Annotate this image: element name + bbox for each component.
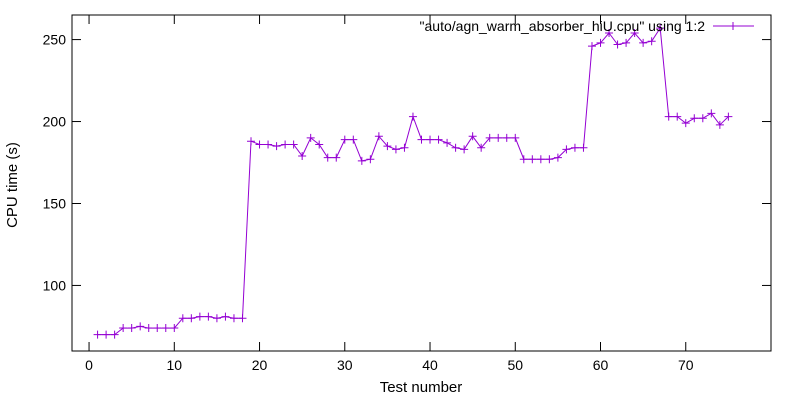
plot-border	[71, 14, 772, 352]
data-point	[221, 312, 230, 321]
data-point	[536, 155, 545, 164]
x-tick-label: 0	[85, 357, 93, 373]
data-point	[366, 155, 375, 164]
plot-frame	[71, 14, 772, 352]
data-point	[357, 156, 366, 165]
data-point	[519, 155, 528, 164]
data-point	[630, 29, 639, 38]
data-point	[639, 38, 648, 47]
x-axis-ticks: 0 10 20 30 40 50 60 70	[85, 15, 694, 373]
data-point	[374, 132, 383, 141]
x-tick-label: 60	[593, 357, 609, 373]
data-point	[170, 324, 179, 333]
data-point	[681, 119, 690, 128]
data-point	[443, 138, 452, 147]
data-point	[562, 145, 571, 154]
y-tick-label: 250	[43, 32, 67, 48]
data-point	[153, 324, 162, 333]
data-point	[587, 42, 596, 51]
data-point	[724, 112, 733, 121]
data-point	[408, 112, 417, 121]
data-point	[391, 145, 400, 154]
data-point	[281, 140, 290, 149]
data-point	[400, 143, 409, 152]
data-point	[656, 24, 665, 33]
y-tick-label: 150	[43, 195, 67, 211]
x-tick-label: 40	[422, 357, 438, 373]
data-point	[178, 314, 187, 323]
x-tick-label: 30	[337, 357, 353, 373]
data-point	[212, 314, 221, 323]
data-point	[707, 109, 716, 118]
data-point	[238, 314, 247, 323]
data-point	[161, 324, 170, 333]
data-point	[323, 153, 332, 162]
data-point	[579, 143, 588, 152]
data-point	[264, 140, 273, 149]
data-point	[622, 38, 631, 47]
data-point	[451, 143, 460, 152]
x-tick-label: 50	[507, 357, 523, 373]
data-point	[698, 114, 707, 123]
x-axis-label: Test number	[380, 379, 463, 396]
data-point	[426, 135, 435, 144]
data-point	[528, 155, 537, 164]
data-point	[144, 324, 153, 333]
y-tick-label: 200	[43, 114, 67, 130]
legend-point-marker	[729, 22, 737, 30]
data-point	[494, 133, 503, 142]
y-axis-label: CPU time (s)	[4, 142, 21, 228]
data-point	[570, 143, 579, 152]
x-tick-label: 70	[678, 357, 694, 373]
data-point	[553, 153, 562, 162]
data-point	[664, 112, 673, 121]
data-point	[477, 143, 486, 152]
data-point	[298, 151, 307, 160]
y-axis-ticks: 100 150 200 250	[43, 32, 771, 293]
legend-entry-label: "auto/agn_warm_absorber_hiU.cpu" using 1…	[420, 18, 706, 34]
data-point	[434, 135, 443, 144]
data-point	[93, 330, 102, 339]
data-point	[690, 114, 699, 123]
data-point	[417, 135, 426, 144]
data-point	[596, 38, 605, 47]
x-tick-label: 10	[167, 357, 183, 373]
series-layer	[93, 24, 733, 339]
data-point	[460, 145, 469, 154]
data-point	[229, 314, 238, 323]
data-point	[502, 133, 511, 142]
y-tick-label: 100	[43, 277, 67, 293]
data-point	[315, 140, 324, 149]
data-point	[349, 135, 358, 144]
data-point	[647, 37, 656, 46]
data-point	[383, 142, 392, 151]
data-point	[613, 40, 622, 49]
data-point	[289, 140, 298, 149]
series-line	[97, 26, 729, 336]
x-tick-label: 20	[252, 357, 268, 373]
data-point	[110, 330, 119, 339]
legend: "auto/agn_warm_absorber_hiU.cpu" using 1…	[420, 18, 754, 34]
data-point	[187, 314, 196, 323]
data-point	[485, 133, 494, 142]
data-point	[127, 324, 136, 333]
data-point	[119, 324, 128, 333]
data-point	[605, 29, 614, 38]
data-point	[332, 153, 341, 162]
data-point	[195, 312, 204, 321]
data-point	[136, 322, 145, 331]
data-point	[511, 133, 520, 142]
data-point	[204, 312, 213, 321]
data-point	[306, 133, 315, 142]
data-point	[102, 330, 111, 339]
data-point	[715, 120, 724, 129]
data-point	[545, 155, 554, 164]
data-point	[255, 140, 264, 149]
data-point	[247, 137, 256, 146]
data-point	[340, 135, 349, 144]
data-point	[272, 142, 281, 151]
data-point	[673, 112, 682, 121]
data-point	[468, 132, 477, 141]
